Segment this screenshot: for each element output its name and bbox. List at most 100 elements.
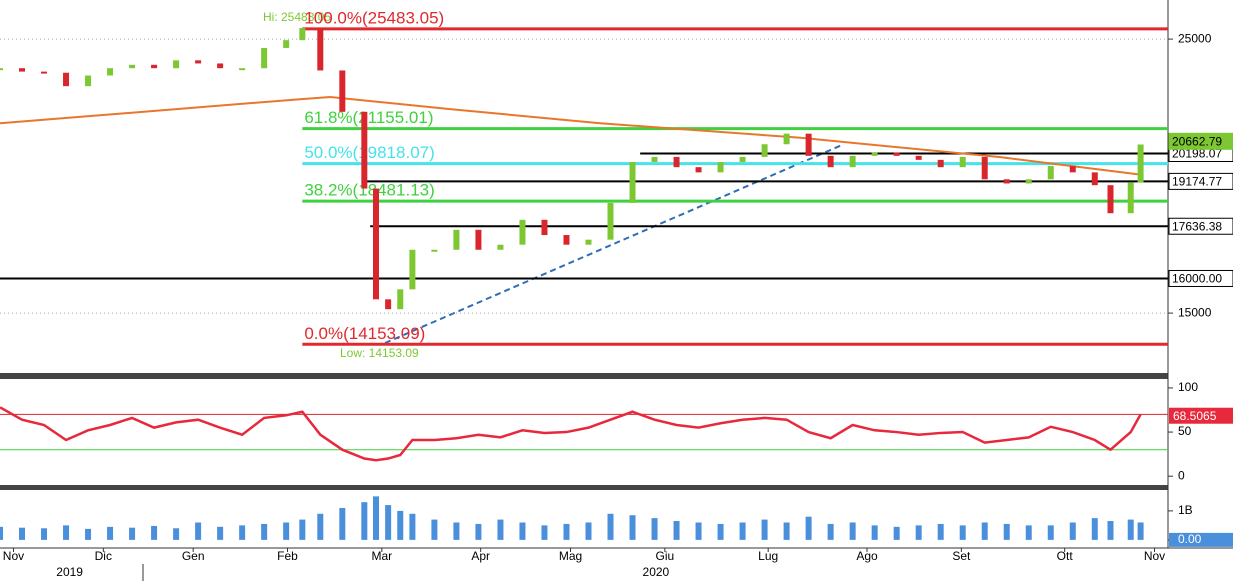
candle [85, 75, 92, 87]
volume-bar [195, 522, 202, 540]
x-tick-label: Nov [3, 549, 24, 563]
candle [431, 249, 438, 252]
candle [261, 47, 268, 69]
candle [475, 229, 482, 250]
volume-bar [453, 522, 460, 540]
candle [673, 156, 680, 168]
x-tick-label: Ott [1057, 549, 1074, 563]
candle [41, 71, 48, 74]
volume-bar [1091, 518, 1098, 540]
candle [1107, 185, 1114, 214]
volume-bar [239, 525, 246, 540]
candle [299, 28, 306, 41]
volume-bar [107, 526, 114, 540]
candle [959, 156, 966, 168]
volume-bar [981, 522, 988, 540]
volume-bar [1003, 523, 1010, 540]
volume-bar [1107, 521, 1114, 540]
candle [1127, 182, 1134, 214]
volume-bar [1047, 525, 1054, 540]
volume-bar [63, 525, 70, 540]
candle [1025, 179, 1032, 184]
volume-bar [361, 502, 368, 540]
y-tick-label: 1B [1178, 503, 1193, 517]
candle [397, 289, 404, 310]
volume-bar [261, 523, 268, 540]
volume-bar [893, 526, 900, 540]
volume-bar [651, 518, 658, 540]
candle [629, 162, 636, 203]
candle [519, 219, 526, 245]
candle [783, 133, 790, 145]
candle [361, 111, 368, 189]
candle [1003, 179, 1010, 184]
volume-bar [19, 527, 26, 540]
volume-bar [283, 522, 290, 540]
candle [239, 68, 246, 71]
price-box-label: 19174.77 [1172, 175, 1222, 189]
volume-bar [339, 507, 346, 540]
candle [283, 40, 290, 48]
candle [849, 155, 856, 168]
volume-bar [497, 519, 504, 540]
volume-bar [937, 523, 944, 540]
volume-bar [739, 522, 746, 540]
volume-bar [915, 525, 922, 540]
panel-separator [0, 485, 1168, 490]
x-tick-label: Dic [95, 549, 112, 563]
candle [497, 244, 504, 250]
volume-bar [1069, 522, 1076, 540]
candle [827, 155, 834, 168]
volume-bar [385, 505, 392, 540]
candle [173, 60, 180, 69]
volume-bar [519, 522, 526, 540]
volume-bar [761, 519, 768, 540]
volume-bar [373, 496, 380, 540]
candle [805, 133, 812, 156]
rsi-box-label: 68.5065 [1173, 409, 1217, 423]
x-tick-label: Feb [277, 549, 298, 563]
x-tick-label: Mar [372, 549, 393, 563]
fib-label: 38.2%(18481.13) [304, 181, 434, 200]
x-tick-label: Apr [471, 549, 490, 563]
candle [915, 155, 922, 160]
candle [893, 152, 900, 156]
volume-bar [959, 525, 966, 540]
price-box [1168, 132, 1233, 150]
candle [317, 28, 324, 71]
trend-line [384, 144, 843, 344]
candle [107, 68, 114, 76]
price-box-label: 20662.79 [1172, 134, 1222, 148]
candle [409, 249, 416, 290]
candle [151, 64, 158, 69]
candle [19, 68, 26, 72]
candle [1137, 144, 1144, 183]
volume-bar [563, 523, 570, 540]
volume-bar [871, 525, 878, 540]
volume-bar [475, 523, 482, 540]
low-label: Low: 14153.09 [340, 346, 419, 360]
volume-bar [607, 513, 614, 540]
volume-bar [1025, 525, 1032, 540]
rsi-box [1169, 407, 1233, 424]
candle [607, 202, 614, 240]
volume-box [1169, 532, 1233, 547]
fib-label: 0.0%(14153.09) [304, 324, 425, 343]
candle [373, 188, 380, 300]
volume-bar [151, 525, 158, 540]
candle [541, 219, 548, 236]
moving-average [0, 96, 1141, 176]
y-tick-label: 0.00 [1178, 532, 1202, 546]
candle [717, 162, 724, 173]
x-tick-label: Giu [656, 549, 675, 563]
rsi-line [0, 406, 1142, 462]
volume-bar [317, 513, 324, 540]
y-tick-label: 25000 [1178, 31, 1212, 45]
volume-bar [397, 510, 404, 540]
x-tick-label: Ago [856, 549, 878, 563]
x-tick-label: Lug [758, 549, 778, 563]
candle [385, 299, 392, 310]
volume-bar [431, 519, 438, 540]
